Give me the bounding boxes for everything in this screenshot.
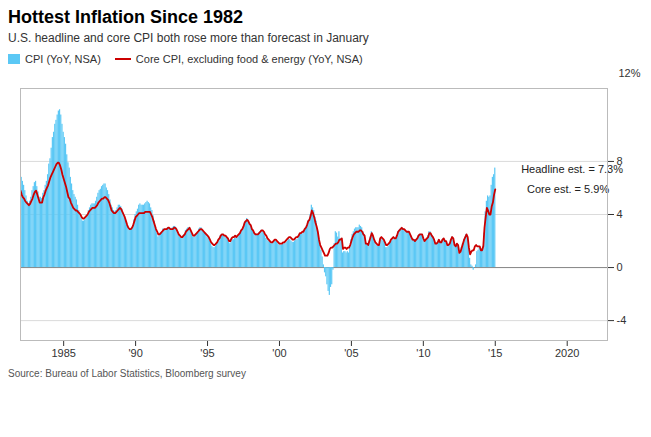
svg-text:0: 0	[617, 261, 623, 273]
svg-text:2020: 2020	[555, 347, 579, 359]
svg-text:'15: '15	[488, 347, 502, 359]
svg-text:Headline est. = 7.3%: Headline est. = 7.3%	[521, 162, 623, 175]
svg-text:'00: '00	[272, 347, 286, 359]
html-text:Hottest Inflation Since 1982: Hottest Inflation Since 1982	[8, 7, 244, 27]
html-text:Core CPI, excluding food & ene: Core CPI, excluding food & energy (YoY, …	[135, 53, 363, 65]
svg-text:12%: 12%	[618, 67, 640, 79]
svg-text:1985: 1985	[51, 347, 75, 359]
svg-text:'95: '95	[200, 347, 214, 359]
svg-text:Core est. = 5.9%: Core est. = 5.9%	[527, 183, 609, 195]
svg-text:'10: '10	[416, 347, 430, 359]
svg-text:4: 4	[617, 208, 623, 220]
html-text:CPI (YoY, NSA): CPI (YoY, NSA)	[25, 53, 101, 65]
svg-text:'90: '90	[128, 347, 142, 359]
html-text:U.S. headline and core CPI bot: U.S. headline and core CPI both rose mor…	[8, 31, 369, 45]
svg-text:-4: -4	[617, 314, 627, 326]
svg-text:8: 8	[616, 155, 623, 167]
svg-text:'05: '05	[344, 347, 358, 359]
html-text:Source: Bureau of Labor Statis: Source: Bureau of Labor Statistics, Bloo…	[8, 368, 246, 379]
